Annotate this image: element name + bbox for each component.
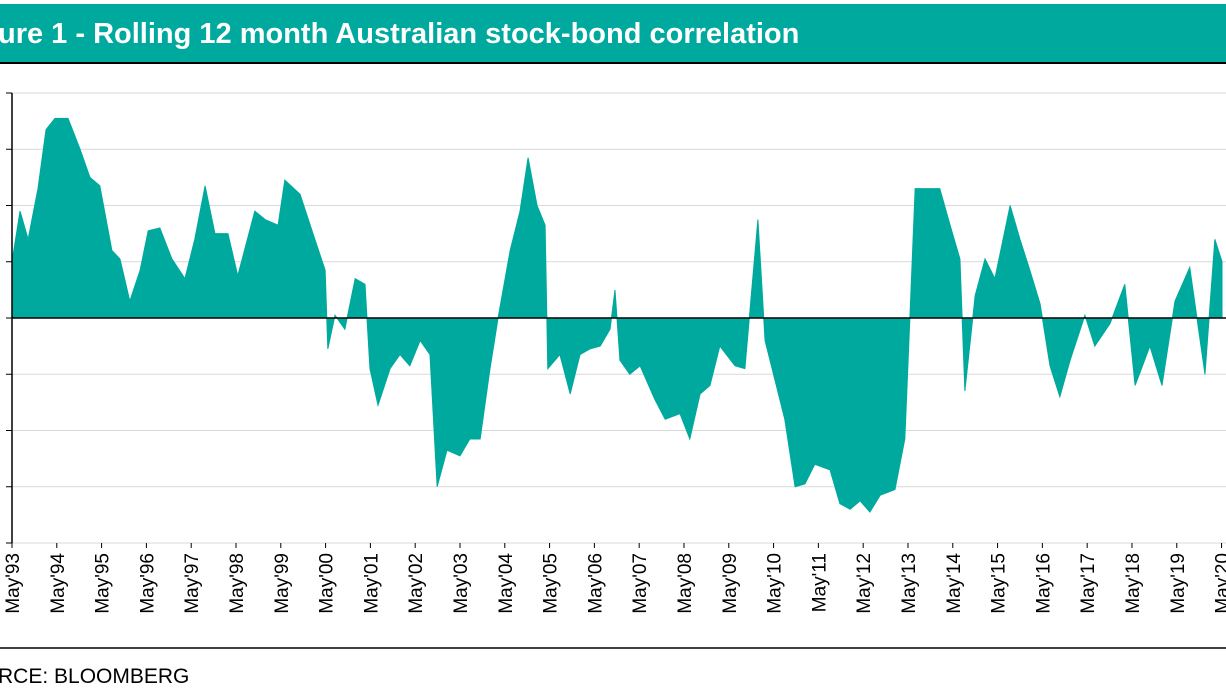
x-tick-label: May'93 xyxy=(3,553,24,614)
x-tick-label: May'16 xyxy=(1033,553,1054,614)
x-tick-label: May'18 xyxy=(1123,553,1144,614)
x-tick-label: May'08 xyxy=(675,553,696,614)
x-tick-label: May'99 xyxy=(272,553,293,614)
x-tick-label: May'17 xyxy=(1078,553,1099,614)
x-tick-label: May'06 xyxy=(585,553,606,614)
x-tick-label: May'13 xyxy=(899,553,920,614)
x-tick-label: May'94 xyxy=(48,553,69,614)
x-tick-label: May'07 xyxy=(630,553,651,614)
x-tick-label: May'96 xyxy=(137,553,158,614)
x-tick-label: May'19 xyxy=(1168,553,1189,614)
x-tick-label: May'02 xyxy=(406,553,427,614)
x-tick-label: May'01 xyxy=(361,553,382,614)
x-tick-label: May'00 xyxy=(317,553,338,614)
x-tick-label: May'11 xyxy=(809,553,830,612)
chart-title: ure 1 - Rolling 12 month Australian stoc… xyxy=(0,18,799,50)
x-tick-label: May'20 xyxy=(1213,553,1226,614)
x-tick-label: May'04 xyxy=(496,553,517,614)
source-note: RCE: BLOOMBERG xyxy=(0,665,189,688)
x-tick-label: May'15 xyxy=(989,553,1010,614)
x-tick-label: May'12 xyxy=(854,553,875,614)
x-tick-label: May'05 xyxy=(541,553,562,614)
x-tick-label: May'03 xyxy=(451,553,472,614)
x-tick-label: May'09 xyxy=(720,553,741,614)
x-tick-label: May'95 xyxy=(93,553,114,614)
x-tick-label: May'10 xyxy=(765,553,786,614)
x-tick-label: May'98 xyxy=(227,553,248,614)
x-tick-label: May'97 xyxy=(182,553,203,614)
x-tick-label: May'14 xyxy=(944,553,965,614)
area xyxy=(11,117,1223,513)
title-bar xyxy=(0,4,1226,62)
